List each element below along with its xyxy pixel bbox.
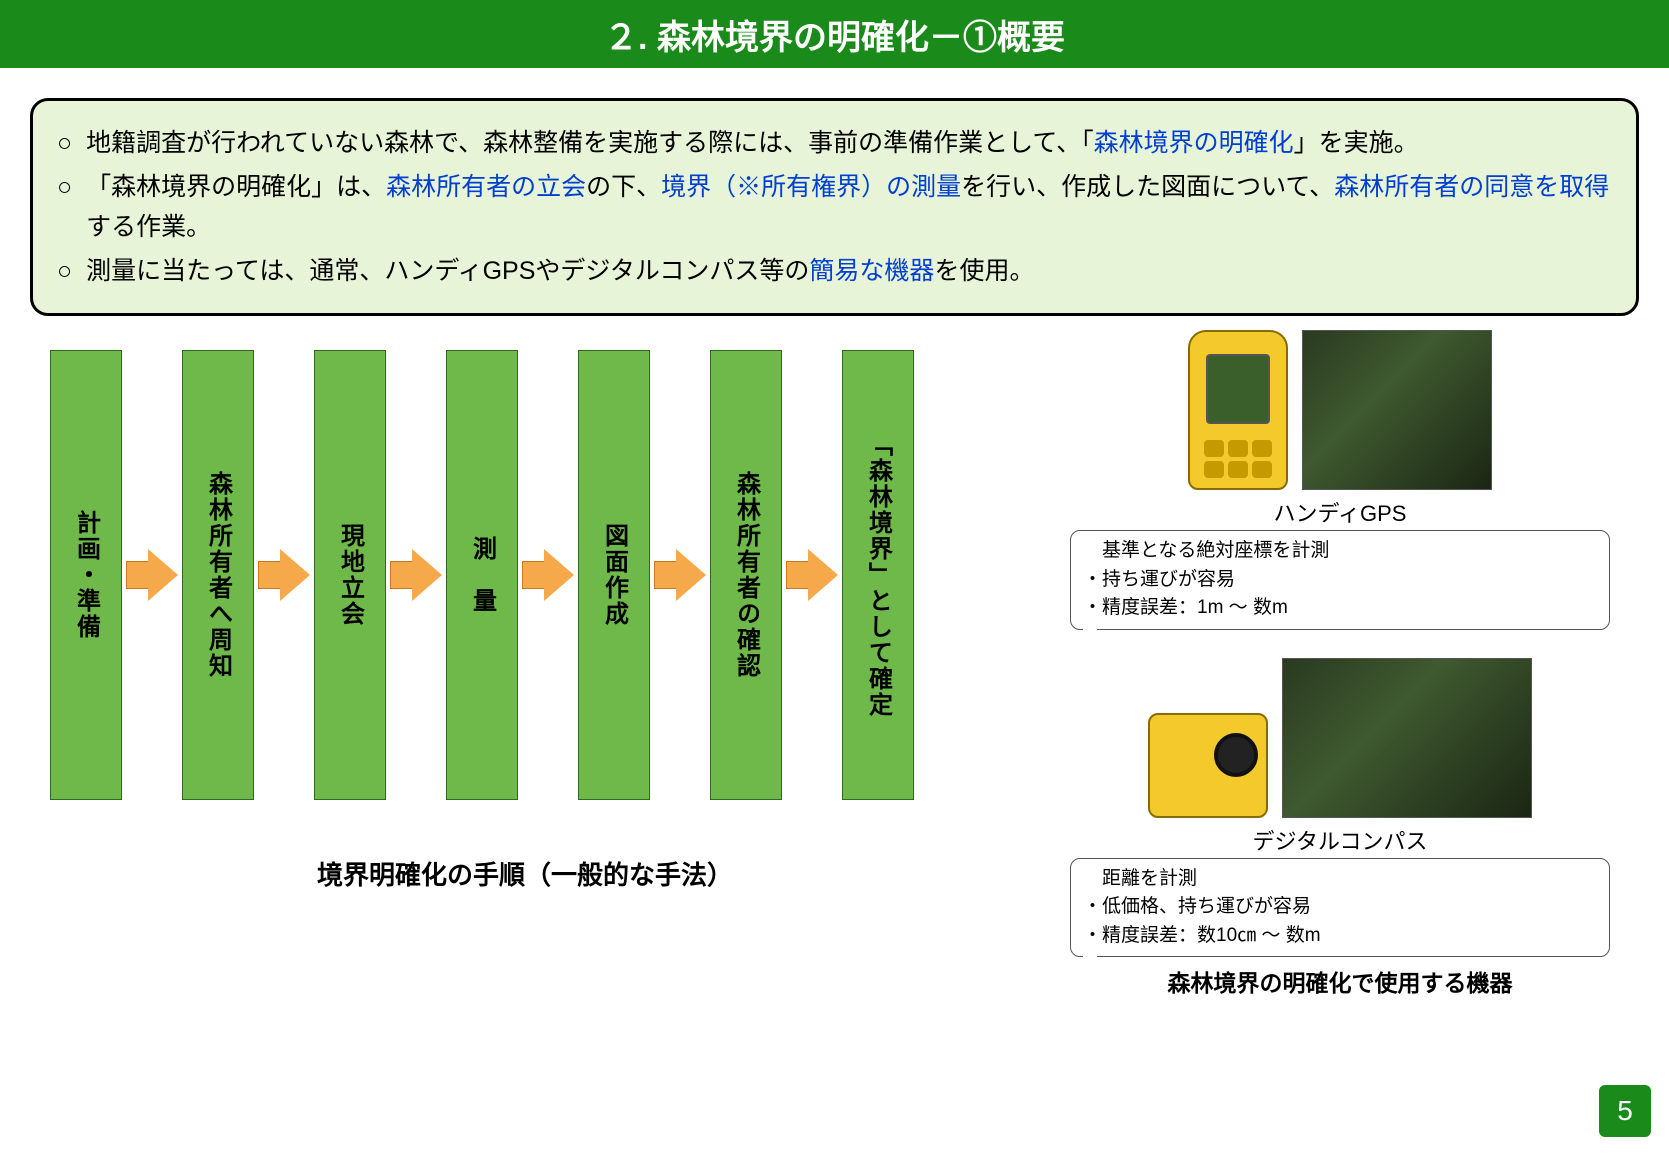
flow-step-label: 森林所有者へ周知 (201, 471, 236, 679)
main-area: 計画・準備 森林所有者へ周知 現地立会 測 量 図面作成 森林所有者の確認 「森林境界」とし… (50, 330, 1610, 950)
flow-step: 「森林境界」として確定 (842, 350, 914, 800)
header-bar: ２. 森林境界の明確化－①概要 (0, 0, 1669, 68)
text: を使用。 (934, 257, 1034, 285)
highlight-text: 森林所有者の立会 (386, 173, 586, 201)
device-compass: デジタルコンパス ・距離を計測 ・低価格、持ち運びが容易 ・精度誤差：数10㎝ … (1070, 658, 1610, 958)
flow-arrow-icon (254, 549, 314, 601)
gps-device-icon (1188, 330, 1288, 490)
summary-line-1: ○ 地籍調査が行われていない森林で、森林整備を実施する際には、事前の準備作業とし… (57, 123, 1612, 163)
text: 地籍調査が行われていない森林で、森林整備を実施する際には、事前の準備作業として、… (86, 129, 1094, 157)
flow-step: 測 量 (446, 350, 518, 800)
highlight-text: 森林境界の明確化 (1094, 129, 1294, 157)
text: を行い、作成した図面について、 (961, 173, 1334, 201)
text: 「森林境界の明確化」は、 (86, 173, 386, 201)
highlight-text: 簡易な機器 (809, 257, 934, 285)
summary-line-3: ○ 測量に当たっては、通常、ハンディGPSやデジタルコンパス等の簡易な機器を使用… (57, 251, 1612, 291)
text: 」を実施。 (1294, 129, 1419, 157)
bullet-icon: ○ (57, 123, 72, 163)
flow-step-label: 現地立会 (333, 523, 368, 627)
flow-step-label: 「森林境界」として確定 (861, 432, 896, 718)
flow-step: 計画・準備 (50, 350, 122, 800)
spec-line: ・基準となる絶対座標を計測 (1083, 537, 1597, 566)
flow-step: 森林所有者へ周知 (182, 350, 254, 800)
compass-photo-placeholder (1282, 658, 1532, 818)
device-compass-title: デジタルコンパス (1070, 824, 1610, 856)
flow-step: 森林所有者の確認 (710, 350, 782, 800)
flow-arrow-icon (518, 549, 578, 601)
flow-arrow-icon (650, 549, 710, 601)
flow-step: 図面作成 (578, 350, 650, 800)
device-gps-spec: ・基準となる絶対座標を計測 ・持ち運びが容易 ・精度誤差：1m ～ 数m (1070, 530, 1610, 630)
flow-step-label: 森林所有者の確認 (729, 471, 764, 679)
highlight-text: 境界（※所有権界）の測量 (661, 173, 961, 201)
page-number-badge: 5 (1599, 1085, 1651, 1137)
spec-line: ・精度誤差：数10㎝ ～ 数m (1083, 922, 1597, 951)
spec-line: ・精度誤差：1m ～ 数m (1083, 594, 1597, 623)
flow-arrow-icon (386, 549, 446, 601)
flow-step-label: 計画・準備 (69, 510, 104, 640)
bullet-icon: ○ (57, 251, 72, 291)
spec-line: ・距離を計測 (1083, 865, 1597, 894)
flow-step-label: 測 量 (465, 536, 500, 614)
device-compass-spec: ・距離を計測 ・低価格、持ち運びが容易 ・精度誤差：数10㎝ ～ 数m (1070, 858, 1610, 958)
device-gps-title: ハンディGPS (1070, 496, 1610, 528)
flow-step: 現地立会 (314, 350, 386, 800)
flow-caption: 境界明確化の手順（一般的な手法） (50, 855, 1000, 892)
gps-photo-placeholder (1302, 330, 1492, 490)
devices-caption: 森林境界の明確化で使用する機器 (1070, 964, 1610, 998)
text: の下、 (586, 173, 661, 201)
bullet-icon: ○ (57, 167, 72, 247)
compass-device-icon (1148, 713, 1268, 818)
devices-column: ハンディGPS ・基準となる絶対座標を計測 ・持ち運びが容易 ・精度誤差：1m … (1040, 330, 1610, 950)
flow-arrow-icon (782, 549, 842, 601)
spec-line: ・持ち運びが容易 (1083, 566, 1597, 595)
header-title: ２. 森林境界の明確化－①概要 (604, 10, 1065, 59)
device-gps: ハンディGPS ・基準となる絶対座標を計測 ・持ち運びが容易 ・精度誤差：1m … (1070, 330, 1610, 630)
summary-box: ○ 地籍調査が行われていない森林で、森林整備を実施する際には、事前の準備作業とし… (30, 98, 1639, 316)
spec-line: ・低価格、持ち運びが容易 (1083, 893, 1597, 922)
summary-line-2: ○ 「森林境界の明確化」は、森林所有者の立会の下、境界（※所有権界）の測量を行い… (57, 167, 1612, 247)
page-number: 5 (1617, 1095, 1633, 1127)
flow-arrow-icon (122, 549, 182, 601)
highlight-text: 森林所有者の同意を取得 (1334, 173, 1609, 201)
flow-step-label: 図面作成 (597, 523, 632, 627)
text: する作業。 (86, 213, 211, 241)
flow-diagram: 計画・準備 森林所有者へ周知 現地立会 測 量 図面作成 森林所有者の確認 「森林境界」とし… (50, 330, 1040, 950)
text: 測量に当たっては、通常、ハンディGPSやデジタルコンパス等の (86, 257, 809, 285)
